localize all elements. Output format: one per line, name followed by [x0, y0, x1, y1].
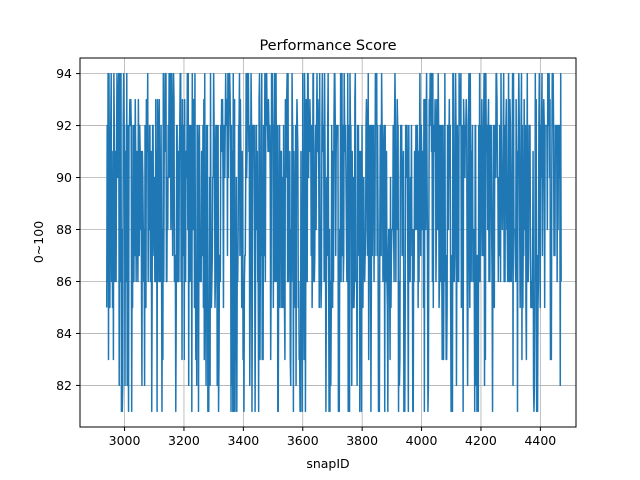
x-tick-label: 4000: [406, 433, 438, 448]
x-tick-label: 3600: [287, 433, 319, 448]
y-tick-label: 88: [56, 222, 72, 237]
x-tick-label: 4400: [524, 433, 556, 448]
y-tick-label: 94: [56, 66, 72, 81]
y-tick-label: 86: [56, 274, 72, 289]
chart-title: Performance Score: [259, 38, 396, 54]
x-tick-label: 3800: [346, 433, 378, 448]
x-axis-ticks: 3000 3200 3400 3600 3800 4000 4200 4400: [109, 427, 556, 448]
y-tick-label: 82: [56, 378, 72, 393]
y-tick-label: 90: [56, 170, 72, 185]
y-axis-label: 0~100: [31, 221, 46, 263]
x-tick-label: 3000: [109, 433, 141, 448]
series-line: [105, 72, 562, 413]
x-tick-label: 3200: [168, 433, 200, 448]
x-tick-label: 3400: [227, 433, 259, 448]
y-tick-label: 84: [56, 326, 72, 341]
y-axis-ticks: 82 84 86 88 90 92 94: [56, 66, 80, 393]
series-layer: [105, 72, 562, 413]
y-tick-label: 92: [56, 118, 72, 133]
x-tick-label: 4200: [465, 433, 497, 448]
plot-frame: [79, 57, 577, 428]
x-axis-label: snapID: [306, 456, 349, 471]
